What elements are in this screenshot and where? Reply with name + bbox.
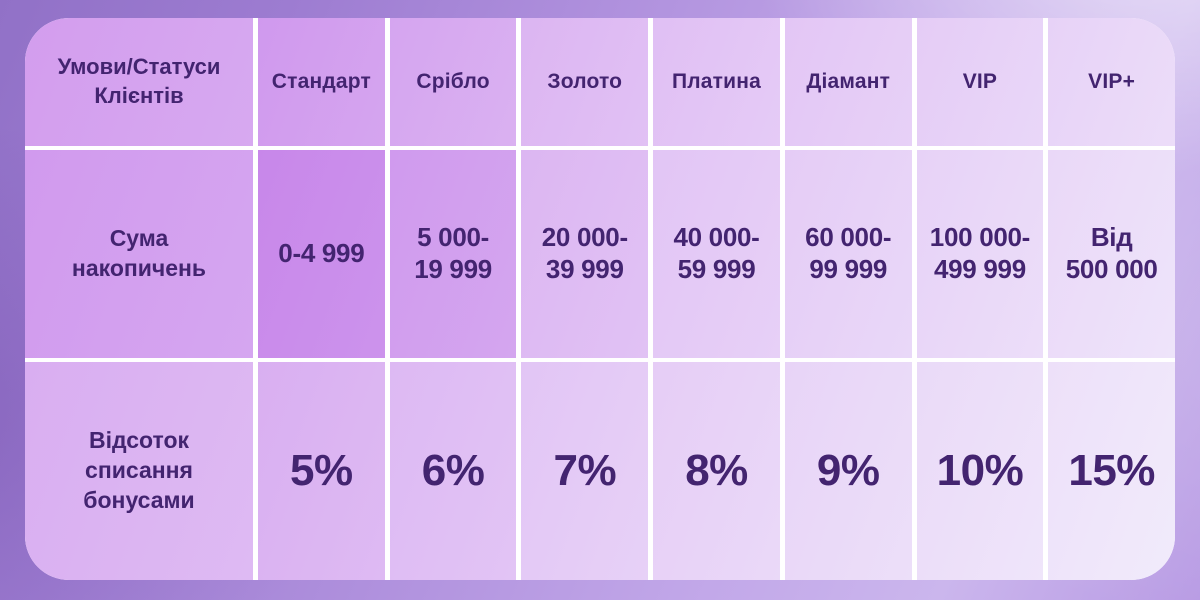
percent-value: 6% [421, 446, 485, 495]
status-header-cell: VIP+ [1048, 18, 1175, 146]
range-line: 39 999 [545, 254, 624, 284]
range-line: 40 000- [673, 222, 760, 253]
range-line: 60 000- [805, 222, 892, 253]
accumulation-range-cell: 20 000- 39 999 [521, 150, 649, 358]
status-label: VIP [962, 69, 998, 93]
accumulation-range-cell: 5 000- 19 999 [389, 150, 517, 358]
row-label-line: списання [85, 457, 193, 484]
status-header-cell: Діамант [784, 18, 912, 146]
percent-value: 15% [1068, 446, 1155, 495]
percent-value: 10% [936, 446, 1024, 495]
percent-value: 8% [685, 446, 748, 495]
accumulation-range-cell: 60 000- 99 999 [784, 150, 912, 358]
status-header-cell: Золото [521, 18, 649, 146]
status-label: Срібло [416, 69, 490, 93]
status-header-cell: Платина [653, 18, 780, 146]
status-header-cell: Стандарт [258, 18, 385, 146]
bonus-percent-cell: 10% [916, 362, 1044, 580]
range-line: 99 999 [809, 254, 888, 284]
range-line: 500 000 [1065, 254, 1158, 284]
range-line: 100 000- [929, 222, 1031, 253]
bonus-percent-cell: 6% [389, 362, 517, 580]
status-label: Платина [671, 69, 762, 93]
row-label-line: Відсоток [88, 427, 190, 454]
range-line: Від [1090, 222, 1133, 253]
row-label-line: Сума [109, 225, 169, 252]
accumulation-range-cell: 40 000- 59 999 [653, 150, 780, 358]
status-label: Стандарт [271, 69, 371, 93]
status-label: VIP+ [1088, 69, 1136, 93]
range-line: 499 999 [933, 254, 1026, 284]
loyalty-table: Умови/Статуси Клієнтів Стандарт Срібло З… [25, 18, 1175, 580]
bonus-percent-cell: 9% [784, 362, 912, 580]
accumulation-range-cell: 100 000- 499 999 [916, 150, 1044, 358]
accumulation-range-cell: 0-4 999 [258, 150, 385, 358]
corner-header-cell: Умови/Статуси Клієнтів [25, 18, 253, 146]
status-header-cell: VIP [916, 18, 1044, 146]
range-line: 0-4 999 [278, 238, 365, 269]
status-label: Золото [547, 69, 623, 93]
percent-value: 7% [553, 446, 617, 495]
range-line: 19 999 [414, 254, 492, 284]
range-line: 59 999 [677, 254, 756, 284]
status-header-cell: Срібло [389, 18, 517, 146]
bonus-percent-cell: 15% [1048, 362, 1175, 580]
percent-value: 5% [290, 446, 353, 495]
row-label-line: накопичень [71, 255, 207, 281]
corner-header-line: Клієнтів [94, 83, 184, 108]
row-label-line: бонусами [83, 486, 195, 513]
percent-value: 9% [816, 446, 880, 495]
accumulation-range-cell: Від 500 000 [1048, 150, 1175, 358]
corner-header-line: Умови/Статуси [57, 54, 221, 80]
bonus-row-label-cell: Відсоток списання бонусами [25, 362, 253, 580]
range-line: 5 000- [417, 222, 490, 253]
accumulation-row-label-cell: Сума накопичень [25, 150, 253, 358]
bonus-percent-cell: 5% [258, 362, 385, 580]
status-label: Діамант [806, 69, 891, 93]
range-line: 20 000- [541, 222, 628, 253]
bonus-percent-cell: 7% [521, 362, 649, 580]
bonus-percent-cell: 8% [653, 362, 780, 580]
